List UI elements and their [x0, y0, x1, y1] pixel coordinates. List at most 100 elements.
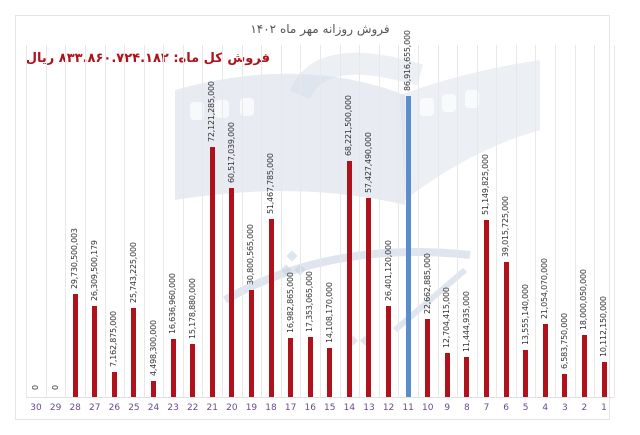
x-tick-day-27: 27 [89, 403, 101, 413]
data-label-day-17: 16,982,865,000 [285, 272, 295, 334]
bar-day-5[interactable] [523, 350, 529, 397]
data-label-day-28: 29,730,500,003 [70, 228, 80, 290]
data-label-day-16: 17,353,065,000 [305, 271, 315, 332]
gridline [398, 45, 400, 397]
data-label-day-21: 72,121,285,000 [207, 81, 217, 143]
bar-day-27[interactable] [92, 305, 98, 397]
data-label-day-11: 86,916,655,000 [403, 30, 413, 92]
x-tick-day-16: 16 [304, 403, 316, 413]
x-tick-day-4: 4 [542, 403, 549, 413]
data-label-day-8: 11,444,935,000 [461, 291, 471, 353]
gridline [515, 45, 517, 397]
bar-day-6[interactable] [503, 262, 509, 397]
data-label-day-2: 18,000,050,000 [579, 268, 589, 330]
x-tick-day-8: 8 [464, 403, 470, 413]
data-label-day-5: 13,555,140,000 [520, 284, 530, 346]
gridline [555, 45, 557, 397]
bar-day-13[interactable] [366, 198, 372, 397]
bar-day-14[interactable] [346, 160, 352, 397]
x-tick-day-18: 18 [265, 403, 277, 413]
gridline [104, 45, 106, 397]
x-tick-day-17: 17 [284, 403, 297, 413]
x-tick-day-25: 25 [128, 403, 140, 413]
bar-day-2[interactable] [581, 334, 587, 397]
bar-day-21[interactable] [209, 147, 215, 397]
bar-day-1[interactable] [601, 362, 607, 397]
x-tick-day-23: 23 [167, 403, 179, 413]
data-label-day-10: 22,662,885,000 [422, 252, 432, 314]
gridline [202, 45, 204, 397]
x-tick-day-13: 13 [363, 403, 375, 413]
gridline [359, 45, 361, 397]
x-tick-day-6: 6 [503, 403, 509, 413]
data-label-day-24: 4,498,300,000 [148, 320, 158, 377]
data-label-day-12: 26,401,120,000 [383, 239, 393, 301]
x-tick-day-3: 3 [561, 403, 568, 413]
gridline [574, 45, 576, 397]
data-label-day-9: 12,704,415,000 [442, 287, 452, 349]
x-tick-day-30: 30 [30, 403, 42, 413]
x-tick-day-22: 22 [186, 403, 199, 413]
data-label-day-6: 39,015,725,000 [501, 196, 511, 257]
bar-day-26[interactable] [111, 372, 117, 397]
bar-day-7[interactable] [483, 220, 489, 397]
gridline [613, 45, 615, 397]
gridline [182, 45, 184, 397]
monthly-total-annotation: فروش کل ماه: ۸۳۳.۸۶۰.۷۲۴.۱۸۲ ریال [25, 51, 270, 66]
gridline [437, 45, 439, 397]
data-label-day-20: 60,517,039,000 [226, 121, 236, 183]
bar-day-3[interactable] [562, 374, 568, 397]
gridline [84, 45, 86, 397]
x-tick-day-19: 19 [245, 403, 258, 413]
bar-day-4[interactable] [542, 324, 548, 397]
x-tick-day-9: 9 [444, 403, 451, 413]
bar-day-16[interactable] [307, 336, 313, 397]
chart-title: فروش روزانه مهر ماه ۱۴۰۲ [250, 22, 390, 36]
gridline [594, 45, 596, 397]
gridline [476, 45, 478, 397]
bar-day-12[interactable] [386, 305, 392, 397]
gridline [417, 45, 419, 397]
bar-day-17[interactable] [288, 338, 294, 397]
x-tick-day-26: 26 [108, 403, 121, 413]
x-tick-day-28: 28 [69, 403, 81, 413]
data-label-day-15: 14,108,170,000 [324, 282, 334, 344]
x-tick-day-12: 12 [382, 403, 395, 413]
data-label-day-3: 6,583,750,000 [559, 313, 569, 370]
bar-day-9[interactable] [444, 353, 450, 397]
x-tick-day-21: 21 [206, 403, 218, 413]
gridline [124, 45, 126, 397]
bar-day-8[interactable] [464, 357, 470, 397]
gridline [300, 45, 302, 397]
data-label-day-27: 26,309,500,179 [89, 240, 99, 301]
gridline [65, 45, 67, 397]
bar-day-18[interactable] [268, 218, 274, 397]
data-label-day-22: 15,178,880,000 [187, 278, 197, 340]
data-label-day-7: 51,149,825,000 [481, 154, 491, 216]
bar-day-11[interactable] [405, 96, 411, 397]
gridline [320, 45, 321, 397]
data-label-day-4: 21,054,070,000 [540, 258, 550, 320]
bar-day-22[interactable] [190, 344, 196, 397]
bar-day-28[interactable] [72, 294, 78, 397]
data-label-day-13: 57,427,490,000 [363, 132, 373, 194]
bar-day-23[interactable] [170, 339, 176, 397]
gridline [339, 45, 341, 397]
gridline [222, 45, 224, 397]
x-tick-day-7: 7 [483, 403, 490, 413]
x-tick-day-14: 14 [343, 403, 356, 413]
data-label-day-29: 0 [50, 385, 60, 390]
bar-day-10[interactable] [425, 318, 431, 397]
gridline [261, 45, 263, 397]
data-label-day-18: 51,467,785,000 [266, 153, 276, 214]
bar-day-19[interactable] [248, 290, 254, 397]
data-label-day-19: 30,800,565,000 [246, 224, 256, 286]
bar-day-15[interactable] [327, 348, 333, 397]
bar-day-20[interactable] [229, 187, 235, 397]
x-tick-day-15: 15 [324, 403, 336, 413]
x-tick-day-20: 20 [226, 403, 238, 413]
bar-day-24[interactable] [151, 381, 157, 397]
gridline [496, 45, 498, 397]
data-label-day-1: 10,112,150,000 [599, 296, 608, 357]
bar-day-25[interactable] [131, 307, 137, 397]
